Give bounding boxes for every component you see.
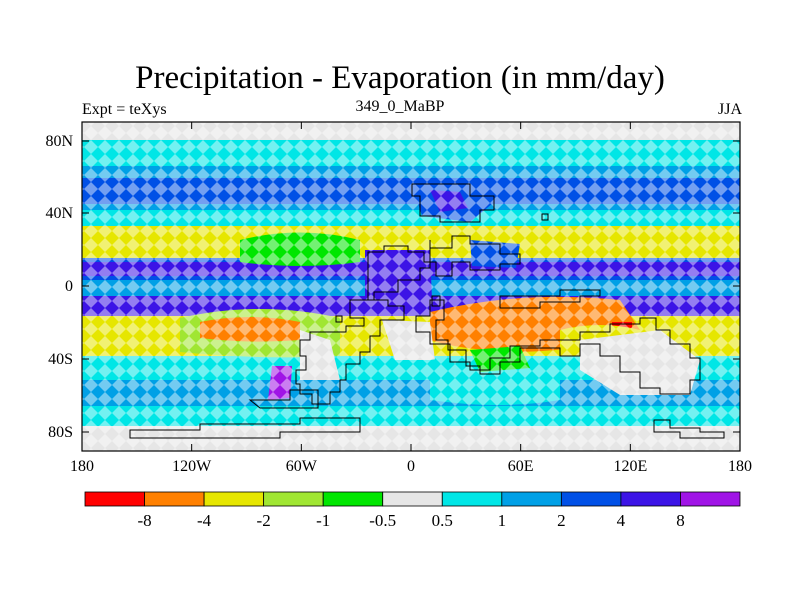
lat-tick-label: 0 [65, 278, 73, 295]
field-layer [82, 122, 740, 451]
colorbar-swatch [144, 491, 205, 507]
lon-tick-label: 120E [613, 458, 647, 475]
colorbar-label: -1 [316, 511, 330, 530]
lon-tick-label: 120W [172, 458, 212, 475]
lon-tick-label: 0 [407, 458, 415, 475]
experiment-label: Expt = teXys [82, 101, 167, 118]
lat-tick-label: 80S [48, 424, 73, 441]
colorbar-label: 8 [676, 511, 685, 530]
lat-tick-label: 40N [45, 205, 73, 222]
colorbar-label: 0.5 [432, 511, 453, 530]
colorbar-label: 4 [617, 511, 626, 530]
lon-tick-label: 180 [728, 458, 752, 475]
colorbar-swatch [501, 491, 562, 507]
colorbar-label: 1 [498, 511, 507, 530]
lon-tick-label: 60W [286, 458, 318, 475]
season-label: JJA [717, 101, 742, 118]
colorbar-label: -0.5 [369, 511, 396, 530]
colorbar-swatch [203, 491, 265, 507]
colorbar-swatch [263, 491, 324, 507]
longitude-axis: 180 120W 60W 0 60E 120E 180 [70, 122, 752, 475]
colorbar-swatch [84, 491, 145, 507]
colorbar-label: -2 [257, 511, 271, 530]
colorbar-label: -8 [137, 511, 151, 530]
colorbar-swatch [441, 491, 503, 507]
colorbar-swatch [322, 491, 384, 507]
colorbar-swatch [382, 491, 443, 507]
colorbar: -8 -4 -2 -1 -0.5 0.5 1 2 4 8 [84, 491, 741, 530]
colorbar-swatch [680, 491, 741, 507]
colorbar-label: -4 [197, 511, 212, 530]
colorbar-swatch [620, 491, 681, 507]
colorbar-label: 2 [557, 511, 566, 530]
lon-tick-label: 180 [70, 458, 94, 475]
time-label: 349_0_MaBP [355, 98, 445, 115]
lat-tick-label: 40S [48, 351, 73, 368]
latitude-axis: 80N 40N 0 40S 80S [45, 133, 740, 441]
coastlines [129, 183, 725, 439]
map-title: Precipitation - Evaporation (in mm/day) [135, 60, 665, 96]
lon-tick-label: 60E [508, 458, 534, 475]
lat-tick-label: 80N [45, 133, 73, 150]
colorbar-swatch [560, 491, 622, 507]
